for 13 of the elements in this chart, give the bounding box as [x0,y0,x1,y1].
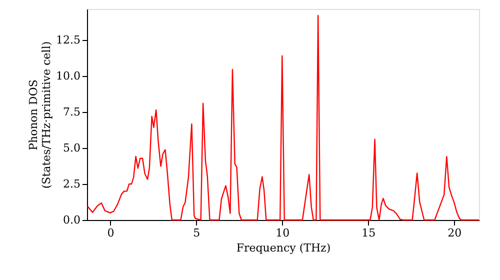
y-tick-label: 2.5 [63,177,80,190]
x-tick-label: 20 [448,226,462,240]
x-tick-label: 10 [276,226,290,240]
y-tick-label: 7.5 [63,105,80,118]
x-tick-label: 15 [362,226,376,240]
y-tick-label: 5.0 [63,141,80,154]
x-axis-title: Frequency (THz) [236,242,331,254]
y-tick-label: 0.0 [63,214,80,226]
y-tick-label: 12.5 [56,33,80,46]
x-tick-label: 5 [193,226,200,240]
y-axis-title: Phonon DOS (States/THz·primitive cell) [27,41,54,189]
y-tick-label: 10.0 [56,69,80,82]
x-tick-label: 0 [107,226,114,240]
